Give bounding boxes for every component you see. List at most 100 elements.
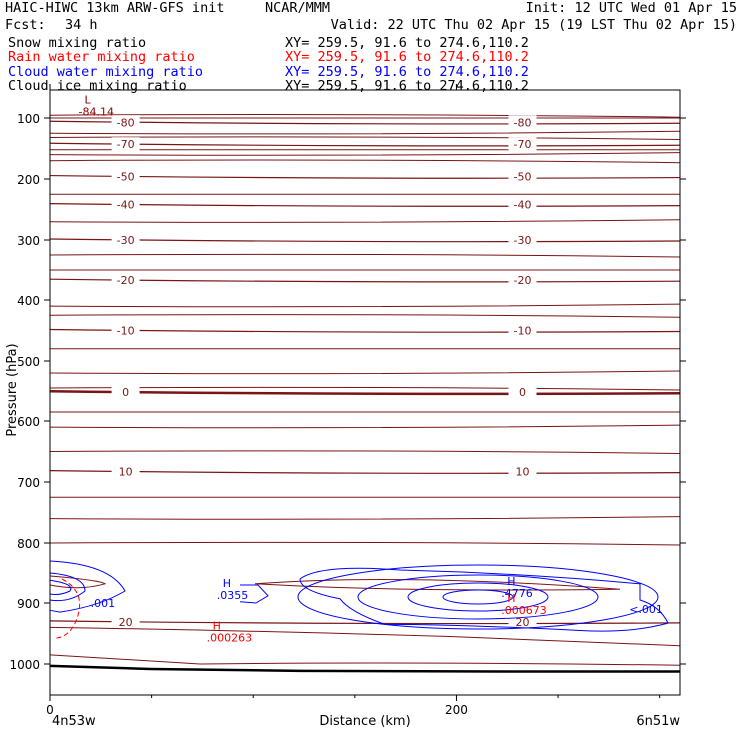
extremum-value: .0355 [217, 589, 249, 602]
cloudwater-contour [49, 579, 72, 595]
field-snow-name: Snow mixing ratio [8, 35, 147, 51]
isotherm-label: 10 [119, 466, 133, 479]
y-tick-label: 200 [17, 173, 40, 187]
isotherm-label: -80 [514, 116, 532, 129]
isotherm-label-bg [111, 115, 140, 130]
isotherm-label: -70 [514, 138, 532, 151]
isotherm-label-bg [508, 273, 537, 288]
isotherm-line [49, 424, 681, 429]
valid-time: Valid: 22 UTC Thu 02 Apr 15 (19 LST Thu … [330, 17, 737, 33]
isotherm-label: -70 [117, 138, 135, 151]
isotherm-label: 10 [516, 466, 530, 479]
isotherm-label-bg [508, 197, 537, 212]
isotherm--40 [49, 203, 681, 207]
isotherm-label-bg [111, 323, 140, 338]
y-axis-label: Pressure (hPa) [5, 343, 20, 436]
cloudwater-contour [49, 572, 86, 602]
isotherm-line [49, 314, 681, 318]
cloudwater-core-contour [442, 589, 514, 605]
isotherm--70 [49, 142, 681, 147]
y-tick-label: 700 [17, 476, 40, 490]
isotherm--30 [49, 238, 681, 243]
field-rain-xy: XY= 259.5, 91.6 to 274.6,110.2 [285, 49, 529, 65]
init-time: Init: 12 UTC Wed 01 Apr 15 [525, 0, 737, 16]
isotherm-label-bg [508, 385, 537, 400]
isotherm-line [49, 130, 681, 135]
surface-contour [49, 654, 681, 666]
forecast-hour: 34 h [65, 17, 98, 33]
x-axis-label: Distance (km) [319, 714, 410, 729]
field-cloudwater-name: Cloud water mixing ratio [8, 64, 204, 80]
isotherm-label-bg [508, 323, 537, 338]
extremum-value: .000263 [207, 632, 253, 645]
contour-layer: -80 -80 -70 -70 -50 -50 -40 -40 -30 -30 -20 -20 -10 -… [49, 94, 681, 673]
isotherm-line [49, 386, 681, 391]
contour-value-label: .001 [91, 597, 116, 610]
isotherm-label: -20 [514, 274, 532, 287]
model-title: HAIC-HIWC 13km ARW-GFS init [5, 0, 225, 16]
extremum-kind: H [507, 575, 515, 588]
plot-frame [49, 89, 681, 696]
terrain-line [49, 664, 680, 673]
field-snow-xy: XY= 259.5, 91.6 to 274.6,110.2 [285, 35, 529, 51]
isotherm-label-bg [508, 464, 537, 479]
isotherm-line [49, 450, 681, 454]
cloudwater-core-contour [357, 574, 599, 620]
field-cloudwater-xy: XY= 259.5, 91.6 to 274.6,110.2 [285, 64, 529, 80]
isotherm-label: -20 [117, 274, 135, 287]
extremum-kind: L [85, 94, 92, 107]
cloudwater-contour [49, 560, 126, 613]
isotherm-0 [49, 389, 681, 396]
isotherm-line [49, 303, 681, 308]
x-end-label: 6n51w [636, 714, 680, 729]
rainwater-contour [54, 578, 81, 639]
surface-contour [254, 578, 621, 591]
extremum-kind: H [223, 577, 231, 590]
extremum-kind: H [507, 592, 515, 605]
isotherm-label-bg [111, 137, 140, 152]
isotherm-line [49, 253, 681, 258]
extremum-value: .4776 [501, 587, 533, 600]
isotherm-line [49, 219, 681, 223]
extremum-value: -84.14 [79, 106, 114, 119]
isotherm-label-bg [111, 169, 140, 184]
isotherm-label: -40 [514, 199, 532, 212]
isotherm-label: -50 [514, 171, 532, 184]
isotherm-label-bg [111, 273, 140, 288]
isotherm-label-bg [508, 115, 537, 130]
y-tick-label: 900 [17, 597, 40, 611]
y-tick-label: 100 [17, 112, 40, 126]
field-rain-name: Rain water mixing ratio [8, 49, 195, 65]
isotherm--50 [49, 174, 681, 179]
cloudwater-contour [299, 567, 669, 632]
isotherm-line [49, 152, 681, 156]
isotherm-label: -10 [514, 325, 532, 338]
isotherm-line [49, 136, 681, 141]
extremum-value: .000673 [501, 604, 547, 617]
isotherm-label: -40 [117, 199, 135, 212]
x-tick-label: 0 [46, 703, 54, 717]
isotherm-line [49, 541, 681, 546]
org-label: NCAR/MMM [265, 0, 331, 16]
y-tick-label: 1000 [9, 658, 40, 672]
isotherm--20 [49, 278, 681, 283]
isotherm-label-bg [111, 614, 140, 629]
isotherm-label-bg [508, 233, 537, 247]
isotherm-label: 0 [122, 386, 129, 399]
cloudwater-contour [239, 584, 269, 604]
isotherm-label: 20 [119, 616, 133, 629]
x-tick-label: 200 [445, 703, 468, 717]
isotherm-10 [49, 470, 681, 474]
isotherm--10 [49, 328, 681, 333]
isotherm-line [49, 516, 681, 520]
forecast-label: Fcst: [5, 17, 46, 33]
isotherm-label-bg [111, 197, 140, 212]
isotherm-line [49, 159, 681, 164]
isotherm-label: 0 [519, 386, 526, 399]
isotherm-label: -30 [117, 234, 135, 247]
isotherm-line [49, 114, 681, 118]
isotherm-line [49, 370, 681, 375]
isotherm-label: -30 [514, 234, 532, 247]
